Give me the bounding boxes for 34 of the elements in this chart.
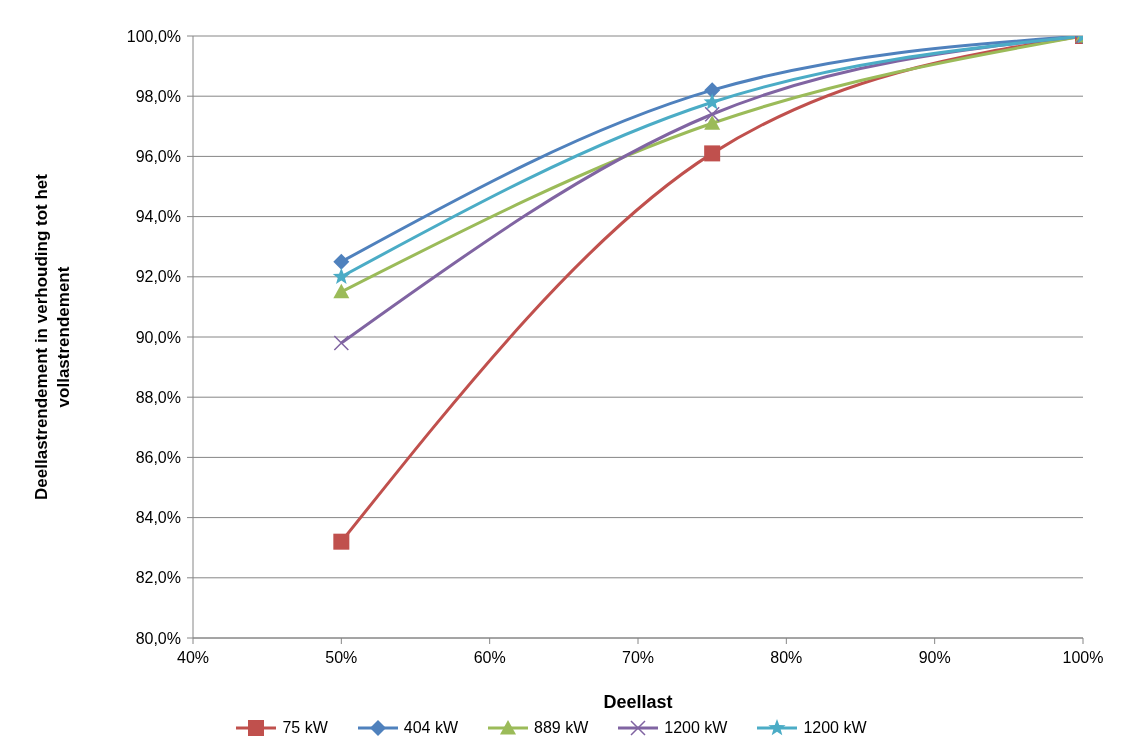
point bbox=[704, 145, 721, 162]
y-tick-label: 94,0% bbox=[135, 208, 181, 226]
x-tick-label: 70% bbox=[621, 649, 655, 667]
point bbox=[704, 106, 720, 123]
y-tick-label: 100,0% bbox=[126, 27, 181, 45]
y-tick-label: 80,0% bbox=[135, 629, 181, 647]
legend-label: 75 kW bbox=[282, 719, 328, 737]
y-tick-label: 88,0% bbox=[135, 388, 181, 406]
y-tick-label: 86,0% bbox=[135, 449, 181, 467]
legend-label: 1200 kW bbox=[664, 719, 728, 737]
y-tick-label: 96,0% bbox=[135, 148, 181, 166]
y-tick-label: 92,0% bbox=[135, 268, 181, 286]
x-tick-label: 60% bbox=[473, 649, 506, 667]
x-tick-label: 90% bbox=[918, 649, 951, 667]
y-tick-label: 84,0% bbox=[135, 509, 181, 527]
point bbox=[704, 115, 721, 130]
point bbox=[333, 533, 350, 550]
point bbox=[704, 82, 721, 99]
legend-label: 1200 kW bbox=[803, 719, 867, 737]
point bbox=[333, 283, 350, 299]
point bbox=[332, 267, 350, 285]
x-tick-label: 40% bbox=[176, 649, 210, 667]
point bbox=[333, 253, 350, 270]
x-tick-label: 80% bbox=[770, 649, 803, 667]
legend-label: 889 kW bbox=[534, 719, 589, 737]
y-tick-label: 98,0% bbox=[135, 87, 181, 105]
x-tick-label: 100% bbox=[1062, 649, 1104, 667]
x-axis-title: Deellast bbox=[603, 692, 673, 712]
y-tick-label: 90,0% bbox=[135, 328, 181, 346]
x-tick-label: 50% bbox=[325, 649, 358, 667]
point bbox=[333, 335, 350, 351]
y-tick-label: 82,0% bbox=[135, 569, 181, 587]
legend-label: 404 kW bbox=[403, 719, 459, 737]
y-axis-title: Deellastrendement in verhouding tot het vollastrendement bbox=[32, 173, 73, 500]
